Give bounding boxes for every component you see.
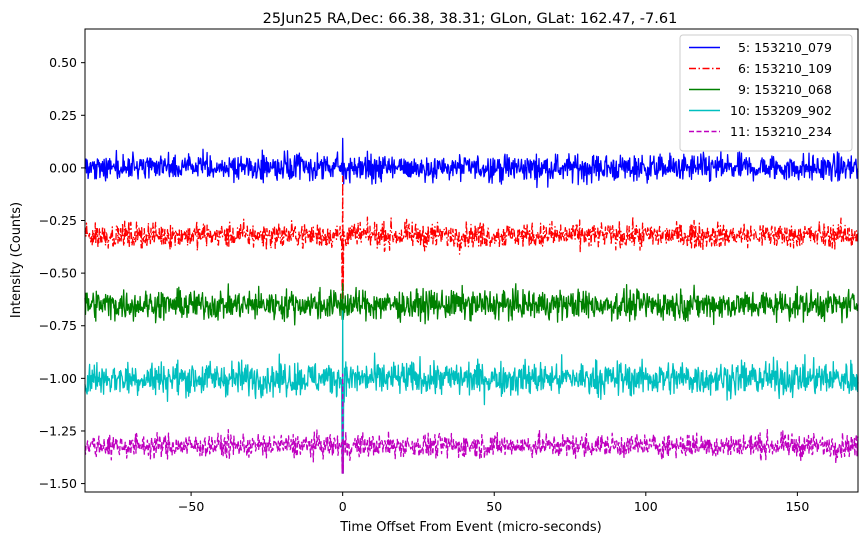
legend-entries: 5: 153210_079 6: 153210_109 9: 153210_06… [689,40,832,139]
legend-label: 6: 153210_109 [730,61,832,76]
series-line-3 [84,282,859,326]
series-line-2 [84,175,859,300]
series-line-5 [84,373,859,474]
y-tick-label: 0.00 [49,160,77,175]
plot-frame [84,28,859,493]
legend-label: 10: 153209_902 [730,103,832,118]
y-ticks: 0.50 0.25 0.00 −0.25 −0.50 −0.75 −1.00 −1.25 −1.… [39,55,85,491]
y-tick-label: −0.25 [39,213,77,228]
legend-label: 5: 153210_079 [730,40,832,55]
y-tick-label: −0.50 [39,266,77,281]
series-line-4 [84,310,859,474]
y-tick-label: 0.50 [49,55,77,70]
x-tick-label: 50 [486,499,502,514]
x-tick-label: 0 [339,499,347,514]
legend-box [679,34,853,152]
x-tick-label: −50 [178,499,204,514]
y-tick-label: 0.25 [49,108,77,123]
y-tick-label: −1.50 [39,476,77,491]
legend-label: 9: 153210_068 [730,82,832,97]
legend-label: 11: 153210_234 [730,124,832,139]
x-axis-label: Time Offset From Event (micro-seconds) [339,520,602,535]
chart-title: 25Jun25 RA,Dec: 66.38, 38.31; GLon, GLat… [263,11,678,27]
x-tick-label: 150 [785,499,809,514]
y-tick-label: −1.00 [39,371,77,386]
plot-lines [84,137,859,474]
legend: 5: 153210_079 6: 153210_109 9: 153210_06… [679,34,853,152]
y-axis-label: Intensity (Counts) [9,202,24,318]
series-line-1 [84,137,859,189]
y-tick-label: −1.25 [39,423,77,438]
x-ticks: −50 0 50 100 150 [178,492,809,514]
y-tick-label: −0.75 [39,318,77,333]
x-tick-label: 100 [634,499,658,514]
